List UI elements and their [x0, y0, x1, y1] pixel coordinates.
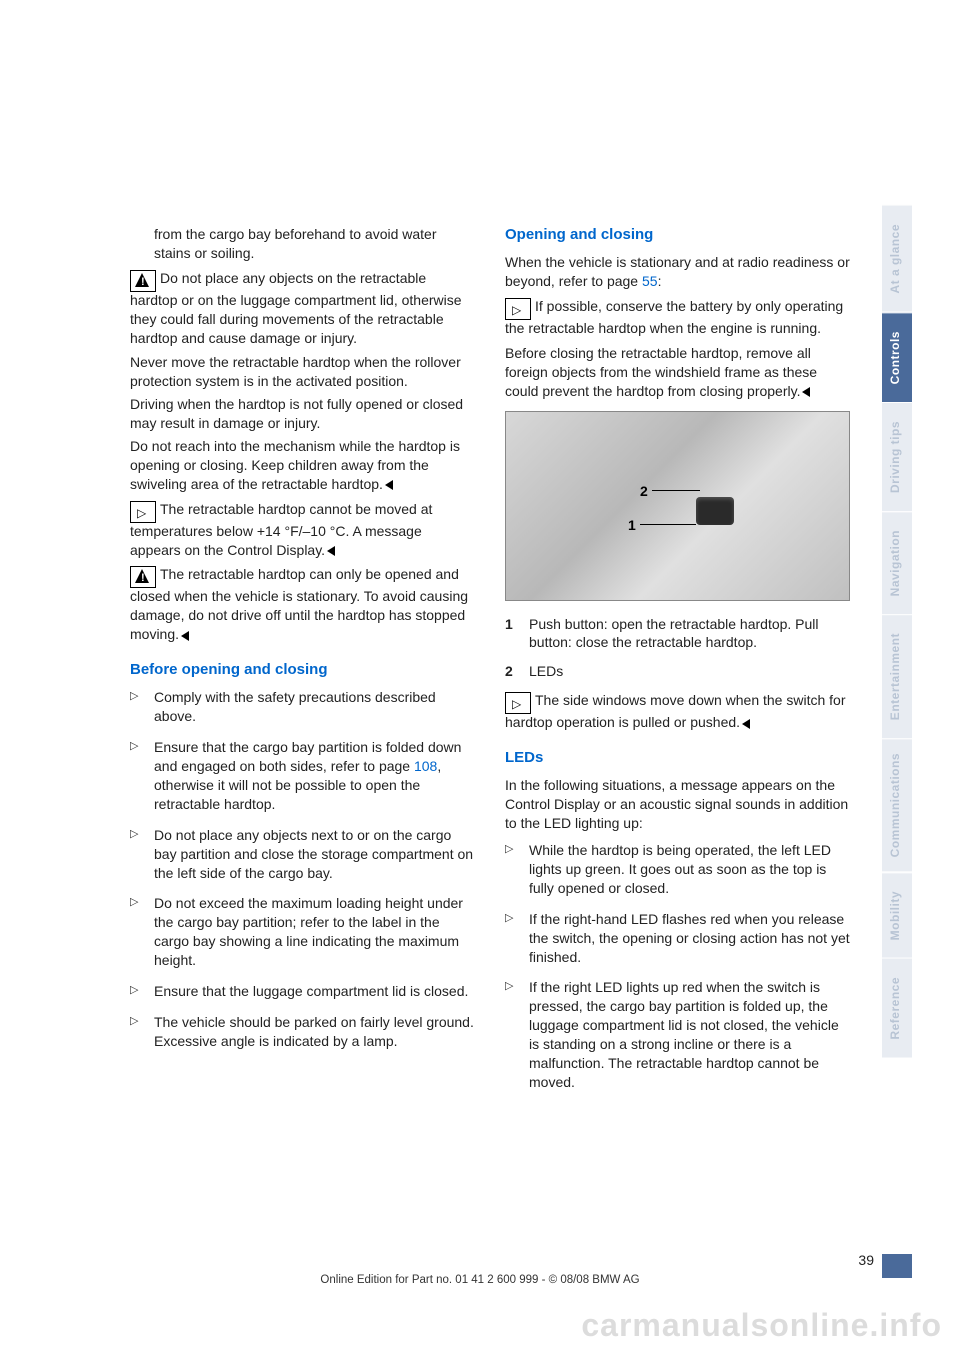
page-number: 39 — [858, 1252, 874, 1268]
end-mark-icon — [327, 546, 335, 556]
list-item: Ensure that the luggage compartment lid … — [130, 982, 475, 1001]
list-item: Do not place any objects next to or on t… — [130, 826, 475, 883]
note-temp-text: The retractable hardtop cannot be moved … — [130, 501, 432, 558]
list-item: The vehicle should be parked on fairly l… — [130, 1013, 475, 1051]
end-mark-icon — [802, 387, 810, 397]
section-tabs: At a glance Controls Driving tips Naviga… — [882, 205, 912, 1058]
item-number: 2 — [505, 662, 513, 681]
heading-before-opening: Before opening and closing — [130, 660, 475, 680]
hardtop-switch-figure: 2 1 — [505, 411, 850, 601]
warning-text-1b: Never move the retractable hardtop when … — [130, 353, 475, 391]
end-mark-icon — [385, 480, 393, 490]
callout-2: 2 — [640, 482, 648, 501]
list-item: Comply with the safety precautions descr… — [130, 688, 475, 726]
warning-block-2: The retractable hardtop can only be open… — [130, 565, 475, 644]
end-mark-icon — [181, 631, 189, 641]
tab-reference[interactable]: Reference — [882, 958, 912, 1058]
tab-communications[interactable]: Communications — [882, 738, 912, 871]
callout-line — [652, 490, 700, 491]
callout-line — [640, 524, 696, 525]
page-link-55[interactable]: 55 — [642, 273, 658, 289]
warning-icon — [130, 566, 156, 588]
leds-intro: In the following situations, a message a… — [505, 776, 850, 833]
opening-intro: When the vehicle is stationary and at ra… — [505, 253, 850, 291]
tab-navigation[interactable]: Navigation — [882, 511, 912, 614]
continued-paragraph: from the cargo bay beforehand to avoid w… — [130, 225, 475, 263]
warning-block-1: Do not place any objects on the retracta… — [130, 269, 475, 348]
before-bullet-list: Comply with the safety precautions descr… — [130, 688, 475, 1050]
switch-knob — [696, 497, 734, 525]
note-icon — [505, 692, 531, 714]
note-battery-cont: Before closing the retractable hardtop, … — [505, 344, 850, 401]
tab-driving-tips[interactable]: Driving tips — [882, 402, 912, 511]
note-windows-text: The side windows move down when the swit… — [505, 692, 845, 730]
list-item: 1 Push button: open the retractable hard… — [505, 615, 850, 653]
note-icon — [130, 501, 156, 523]
note-windows: The side windows move down when the swit… — [505, 691, 850, 732]
callout-1: 1 — [628, 516, 636, 535]
warning-text-1: Do not place any objects on the retracta… — [130, 270, 462, 346]
numbered-list: 1 Push button: open the retractable hard… — [505, 615, 850, 682]
end-mark-icon — [742, 719, 750, 729]
footer-text: Online Edition for Part no. 01 41 2 600 … — [0, 1274, 960, 1286]
item-number: 1 — [505, 615, 513, 634]
list-item: Ensure that the cargo bay partition is f… — [130, 738, 475, 814]
note-temperature: The retractable hardtop cannot be moved … — [130, 500, 475, 560]
tab-controls[interactable]: Controls — [882, 312, 912, 402]
list-item: While the hardtop is being operated, the… — [505, 841, 850, 898]
heading-leds: LEDs — [505, 748, 850, 768]
list-item: 2 LEDs — [505, 662, 850, 681]
tab-entertainment[interactable]: Entertainment — [882, 614, 912, 738]
warning-icon — [130, 270, 156, 292]
tab-at-a-glance[interactable]: At a glance — [882, 205, 912, 312]
list-item: If the right-hand LED flashes red when y… — [505, 910, 850, 967]
left-column: from the cargo bay beforehand to avoid w… — [130, 225, 475, 1104]
manual-page: from the cargo bay beforehand to avoid w… — [0, 0, 960, 1358]
heading-opening-closing: Opening and closing — [505, 225, 850, 245]
note-icon — [505, 298, 531, 320]
content-area: from the cargo bay beforehand to avoid w… — [130, 225, 850, 1104]
warning-text-2: The retractable hardtop can only be open… — [130, 566, 468, 642]
watermark: carmanualsonline.info — [581, 1307, 942, 1344]
tab-mobility[interactable]: Mobility — [882, 872, 912, 958]
list-item: If the right LED lights up red when the … — [505, 978, 850, 1091]
warning-text-1c: Driving when the hardtop is not fully op… — [130, 395, 475, 433]
note-battery: If possible, conserve the battery by onl… — [505, 297, 850, 338]
right-column: Opening and closing When the vehicle is … — [505, 225, 850, 1104]
page-link-108[interactable]: 108 — [414, 758, 437, 774]
leds-bullet-list: While the hardtop is being operated, the… — [505, 841, 850, 1092]
note-battery-text: If possible, conserve the battery by onl… — [505, 298, 843, 336]
list-item: Do not exceed the maximum loading height… — [130, 894, 475, 970]
warning-text-1d: Do not reach into the mechanism while th… — [130, 437, 475, 494]
